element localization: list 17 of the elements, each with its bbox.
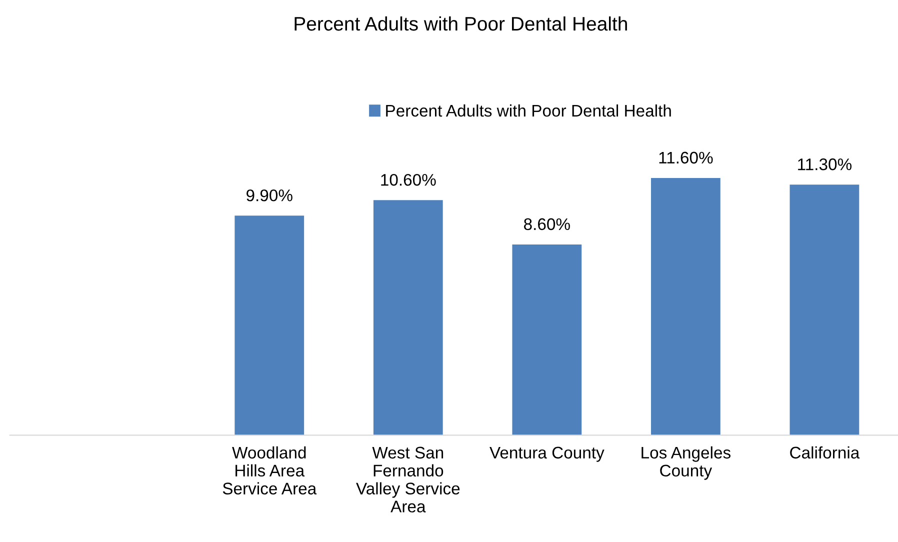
- x-tick-label: West San Fernando Valley Service Area: [356, 446, 460, 512]
- data-label: 11.30%: [798, 158, 852, 170]
- data-label: 10.60%: [381, 174, 436, 186]
- bar: [373, 200, 443, 436]
- bar: [512, 244, 582, 436]
- data-label: 11.60%: [659, 152, 713, 164]
- bar: [790, 184, 860, 436]
- bar: [234, 216, 304, 436]
- legend-label: Percent Adults with Poor Dental Health: [386, 104, 671, 117]
- x-tick-label: Los Angeles County: [642, 446, 730, 480]
- data-label: 9.90%: [246, 189, 292, 202]
- x-tick-label: Ventura County: [490, 446, 604, 462]
- chart-title: Percent Adults with Poor Dental Health: [294, 16, 627, 31]
- x-tick-label: Woodland Hills Area Service Area: [222, 446, 317, 494]
- x-tick-label: California: [790, 446, 860, 459]
- bar: [650, 178, 720, 436]
- data-label: 8.60%: [524, 218, 570, 230]
